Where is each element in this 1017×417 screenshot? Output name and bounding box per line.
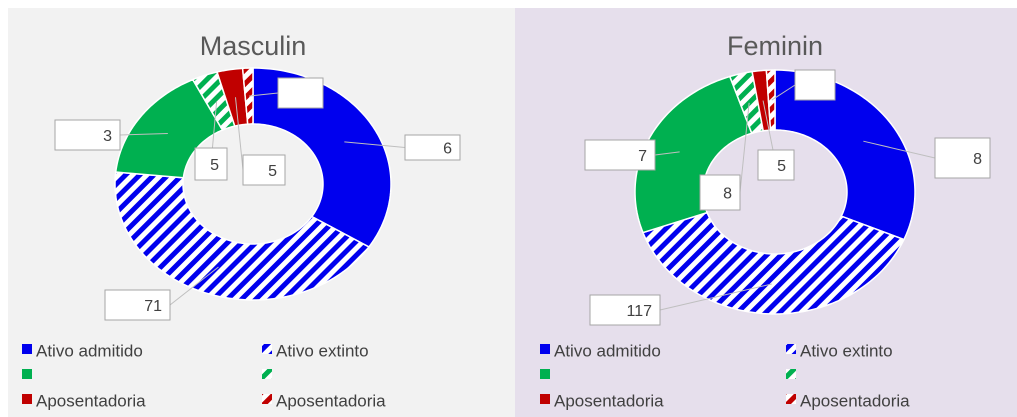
legend-label: Aposentadoria [554, 391, 664, 410]
legend-swatch [262, 344, 272, 354]
legend-swatch [540, 344, 550, 354]
legend-swatch [22, 394, 32, 404]
data-label: 3 [103, 128, 112, 145]
legend-label: Aposentadoria [276, 391, 386, 410]
data-label: 8 [723, 186, 732, 203]
leader-line [169, 266, 219, 306]
legend-swatch [786, 369, 796, 379]
data-label: 8 [973, 151, 982, 168]
label-box [589, 294, 661, 326]
donut-slice [241, 67, 254, 125]
legend-swatch [540, 369, 550, 379]
legend-label: Ativo extinto [276, 341, 369, 360]
label-box [934, 137, 991, 179]
label-box [584, 139, 656, 171]
data-label: 7 [638, 148, 647, 165]
label-box [699, 174, 741, 211]
leader-line [234, 97, 244, 171]
label-box [104, 289, 171, 321]
chart-title: Masculin [200, 31, 307, 61]
label-box [404, 134, 461, 161]
data-label: 117 [626, 303, 652, 320]
data-label: 5 [210, 157, 219, 174]
donut-slice [765, 69, 776, 131]
legend-swatch [262, 394, 272, 404]
legend-label: Ativo admitido [554, 341, 661, 360]
data-label: 5 [268, 163, 277, 180]
chart-title: Feminin [727, 31, 823, 61]
leader-line [771, 84, 796, 101]
label-box [277, 77, 324, 109]
legend-swatch [22, 369, 32, 379]
label-box [194, 147, 228, 181]
leader-line [654, 151, 680, 156]
label-box [54, 119, 121, 151]
label-box [757, 149, 795, 181]
legend-swatch [262, 369, 272, 379]
leader-line [739, 102, 750, 193]
legend-label: Aposentadoria [800, 391, 910, 410]
legend-swatch [786, 344, 796, 354]
label-box [242, 154, 286, 186]
leader-line [344, 141, 406, 148]
data-label: 6 [443, 141, 452, 158]
leader-line [863, 140, 936, 159]
legend-label: Aposentadoria [36, 391, 146, 410]
legend-swatch [786, 394, 796, 404]
legend-label: Ativo extinto [800, 341, 893, 360]
leader-line [249, 92, 279, 97]
leader-line [659, 283, 772, 311]
label-box [794, 69, 836, 101]
leader-line [119, 132, 168, 136]
data-label: 71 [144, 298, 162, 315]
data-label: 5 [777, 158, 786, 175]
legend-swatch [22, 344, 32, 354]
legend-label: Ativo admitido [36, 341, 143, 360]
legend-swatch [540, 394, 550, 404]
